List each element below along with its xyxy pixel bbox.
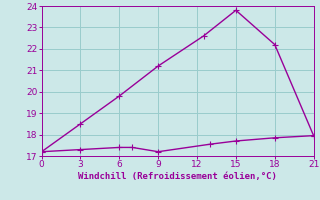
X-axis label: Windchill (Refroidissement éolien,°C): Windchill (Refroidissement éolien,°C): [78, 172, 277, 181]
